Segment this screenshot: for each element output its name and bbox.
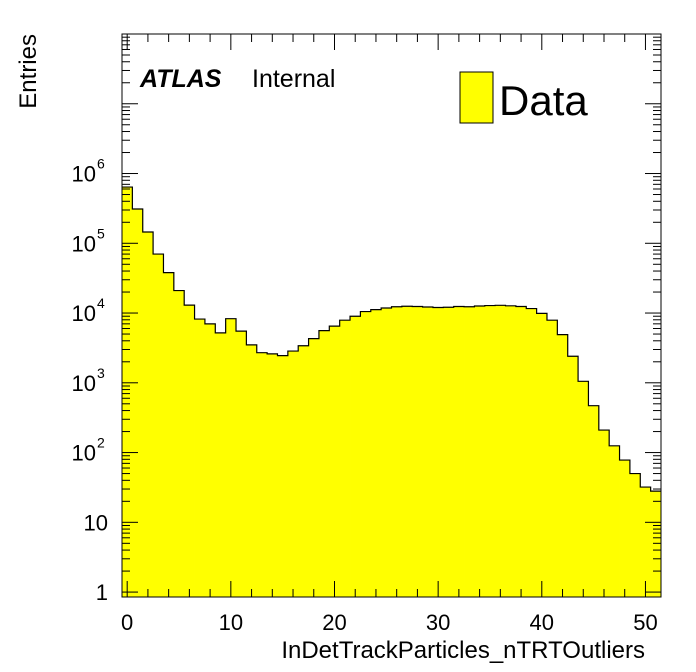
internal-label: Internal	[252, 65, 335, 93]
histogram-bin	[557, 334, 569, 597]
histogram-bin	[298, 345, 309, 597]
histogram-bin	[567, 356, 579, 597]
histogram-bin	[173, 290, 185, 597]
histogram-bin	[609, 445, 620, 597]
histogram-bin	[484, 305, 496, 597]
svg-text:4: 4	[97, 295, 105, 311]
svg-text:3: 3	[97, 365, 105, 381]
histogram-bin	[287, 351, 299, 597]
histogram-bin	[339, 320, 351, 597]
histogram-bin	[412, 306, 423, 597]
histogram-bin	[308, 338, 320, 597]
histogram-bin	[215, 332, 227, 597]
x-tick-label: 20	[322, 610, 346, 635]
histogram-bin	[526, 308, 538, 597]
x-tick-label: 0	[121, 610, 133, 635]
histogram-bin	[256, 352, 268, 597]
histogram-bin	[267, 353, 278, 597]
histogram-outline	[122, 186, 661, 492]
histogram-bin	[640, 487, 652, 597]
histogram-bin	[204, 323, 216, 597]
y-tick-label: 10 3	[72, 365, 105, 396]
histogram-bin	[495, 305, 506, 597]
y-tick-label: 10 4	[72, 295, 105, 326]
atlas-label: ATLAS	[139, 65, 222, 93]
histogram-bin	[360, 311, 372, 597]
histogram-bin	[277, 355, 289, 597]
svg-text:10: 10	[72, 371, 96, 396]
histogram-bin	[515, 306, 527, 597]
histogram-bin	[142, 232, 154, 597]
histogram-bin	[225, 318, 237, 597]
histogram-bin	[236, 331, 247, 597]
histogram-bin	[370, 309, 382, 597]
y-tick-label: 10 5	[72, 225, 105, 256]
x-axis-label: InDetTrackParticles_nTRTOutliers	[281, 637, 645, 664]
legend-swatch-data	[459, 71, 494, 124]
histogram-bin	[432, 307, 444, 597]
histogram-bin	[318, 330, 330, 597]
x-tick-label: 10	[219, 610, 243, 635]
histogram-bin	[163, 272, 175, 597]
histogram-bin	[546, 320, 558, 597]
histogram-bin	[194, 319, 206, 597]
svg-text:1: 1	[96, 580, 108, 605]
histogram-bin	[443, 307, 455, 597]
y-tick-label: 1	[96, 580, 108, 605]
histogram-bin	[650, 491, 662, 597]
svg-text:10: 10	[84, 510, 108, 535]
histogram-bins	[122, 186, 662, 598]
svg-text:6: 6	[97, 156, 105, 172]
histogram-bin	[505, 305, 517, 597]
histogram-bin	[464, 306, 475, 597]
histogram-bin	[453, 306, 465, 597]
svg-text:10: 10	[72, 441, 96, 466]
x-tick-label: 50	[633, 610, 657, 635]
histogram-bin	[629, 473, 641, 597]
y-tick-label: 10	[84, 510, 108, 535]
x-tick-label: 30	[426, 610, 450, 635]
svg-text:10: 10	[72, 301, 96, 326]
histogram-bin	[122, 187, 133, 598]
svg-text:2: 2	[97, 435, 105, 451]
histogram-bin	[536, 313, 548, 597]
y-tick-label: 10 2	[72, 435, 105, 466]
svg-text:5: 5	[97, 225, 105, 241]
x-tick-label: 40	[530, 610, 554, 635]
histogram-bin	[184, 305, 195, 597]
legend-label-data: Data	[499, 77, 588, 124]
histogram-bin	[132, 209, 144, 597]
histogram-bin	[246, 344, 258, 597]
histogram-bin	[153, 254, 164, 597]
y-axis-label: Entries	[15, 34, 42, 109]
histogram-bin	[619, 460, 631, 597]
histogram-bin	[588, 405, 600, 597]
histogram-bin	[381, 308, 392, 597]
svg-text:10: 10	[72, 231, 96, 256]
histogram-bin	[422, 307, 434, 597]
histogram-bin	[401, 306, 413, 597]
histogram-bin	[578, 381, 589, 597]
plot-frame	[121, 33, 662, 598]
histogram-bin	[598, 430, 610, 597]
histogram-bin	[350, 316, 361, 597]
histogram-bin	[329, 326, 341, 597]
y-tick-label: 10 6	[72, 156, 105, 187]
histogram-bin	[391, 306, 403, 597]
axis-ticks	[122, 34, 661, 597]
svg-text:10: 10	[72, 162, 96, 187]
histogram-bin	[474, 306, 486, 597]
